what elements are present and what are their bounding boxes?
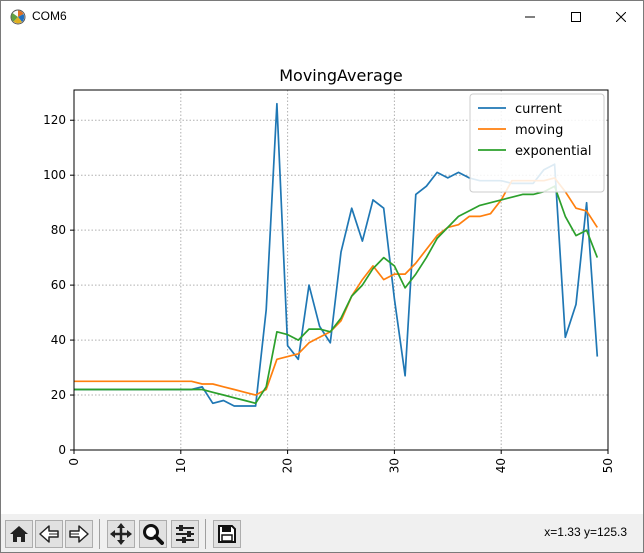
legend-box <box>469 93 605 193</box>
sliders-icon <box>176 525 194 543</box>
close-button[interactable] <box>598 1 644 32</box>
x-tick-label: 40 <box>494 458 508 473</box>
home-button[interactable] <box>5 520 33 548</box>
navigation-toolbar: x=1.33 y=125.3 <box>1 514 643 552</box>
x-tick-label: 30 <box>387 458 401 473</box>
forward-button[interactable] <box>65 520 93 548</box>
maximize-icon <box>571 11 581 22</box>
y-tick-label: 40 <box>51 333 66 347</box>
zoom-button[interactable] <box>139 520 167 548</box>
matplotlib-app-icon <box>10 9 26 25</box>
legend-label-exponential: exponential <box>515 144 591 159</box>
back-button[interactable] <box>35 520 63 548</box>
legend-label-current: current <box>515 102 562 117</box>
home-icon <box>10 526 28 542</box>
configure-subplots-button[interactable] <box>171 520 199 548</box>
legend-label-moving: moving <box>515 123 563 138</box>
legend: current moving exponential <box>469 93 605 193</box>
y-tick-label: 20 <box>51 388 66 402</box>
zoom-icon <box>143 524 164 545</box>
back-arrow-icon <box>39 525 59 543</box>
axes-frame <box>73 89 609 451</box>
move-icon <box>110 523 132 545</box>
maximize-button[interactable] <box>553 1 599 32</box>
axis-ticks: 0 10 20 30 40 50 0 20 40 60 80 100 120 <box>43 113 615 473</box>
plot-svg[interactable]: MovingAverage 0 10 20 30 40 50 0 20 40 60 80 100 120… <box>1 32 643 514</box>
x-tick-label: 20 <box>281 458 295 473</box>
y-tick-label: 80 <box>51 223 66 237</box>
forward-arrow-icon <box>69 525 89 543</box>
title-bar[interactable]: COM6 <box>1 1 643 32</box>
toolbar-separator <box>205 519 206 549</box>
chart-title: MovingAverage <box>279 66 403 85</box>
window-title: COM6 <box>32 9 67 23</box>
minimize-button[interactable] <box>507 1 553 32</box>
close-icon <box>616 11 626 22</box>
minimize-icon <box>525 16 535 17</box>
save-icon <box>218 525 236 543</box>
save-button[interactable] <box>213 520 241 548</box>
y-tick-label: 120 <box>43 113 66 127</box>
x-tick-label: 0 <box>67 458 81 466</box>
y-tick-label: 60 <box>51 278 66 292</box>
cursor-coordinates: x=1.33 y=125.3 <box>544 525 627 539</box>
toolbar-separator <box>99 519 100 549</box>
pan-button[interactable] <box>107 520 135 548</box>
x-tick-label: 10 <box>174 458 188 473</box>
y-tick-label: 100 <box>43 168 66 182</box>
series-line-exponential <box>74 185 599 405</box>
y-tick-label: 0 <box>58 443 66 457</box>
figure-canvas[interactable]: MovingAverage 0 10 20 30 40 50 0 20 40 60 80 100 120… <box>1 32 643 514</box>
x-tick-label: 50 <box>601 458 615 473</box>
